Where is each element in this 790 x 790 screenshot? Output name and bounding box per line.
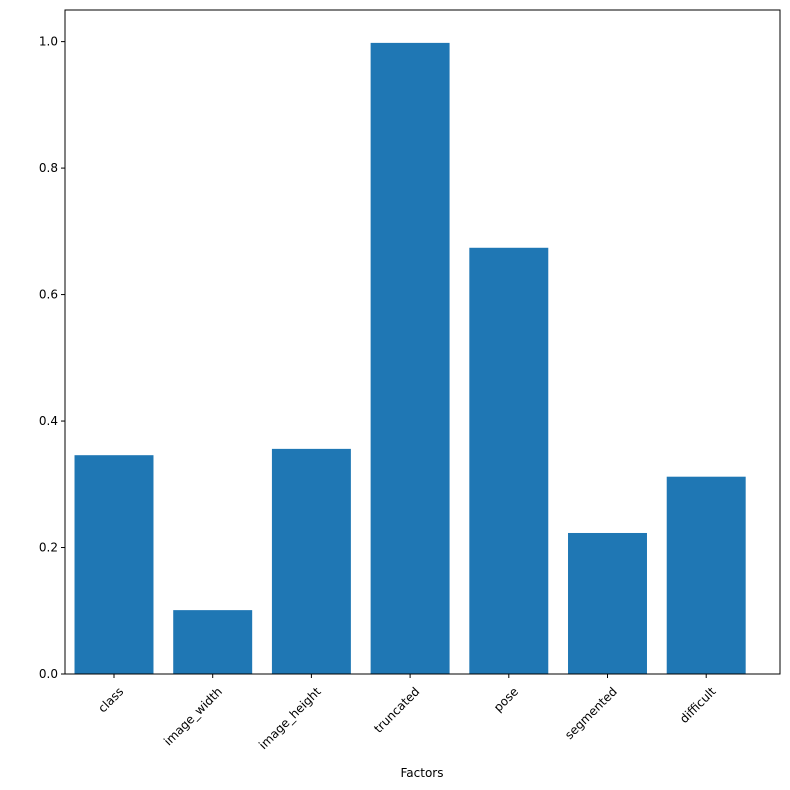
bar (74, 455, 154, 674)
y-tick-label: 1.0 (39, 35, 58, 49)
x-tick-label: difficult (677, 684, 719, 726)
bar (469, 247, 549, 674)
plot-frame (64, 9, 781, 675)
x-tick-label: image_height (256, 684, 324, 752)
bar (568, 532, 647, 674)
y-tick-label: 0.6 (39, 288, 58, 302)
bar (271, 448, 351, 674)
bar (666, 476, 746, 674)
bar (173, 610, 253, 674)
y-tick-label: 0.0 (39, 667, 58, 681)
y-tick-label: 0.4 (39, 414, 58, 428)
bar (370, 42, 450, 675)
x-tick-label: class (95, 684, 126, 715)
x-axis-label: Factors (401, 766, 444, 780)
x-tick-label: pose (491, 684, 521, 714)
x-tick-label: segmented (562, 684, 620, 742)
x-tick-label: truncated (371, 684, 422, 735)
y-tick-label: 0.2 (39, 541, 58, 555)
x-tick-label: image_width (161, 684, 225, 748)
y-tick-label: 0.8 (39, 161, 58, 175)
